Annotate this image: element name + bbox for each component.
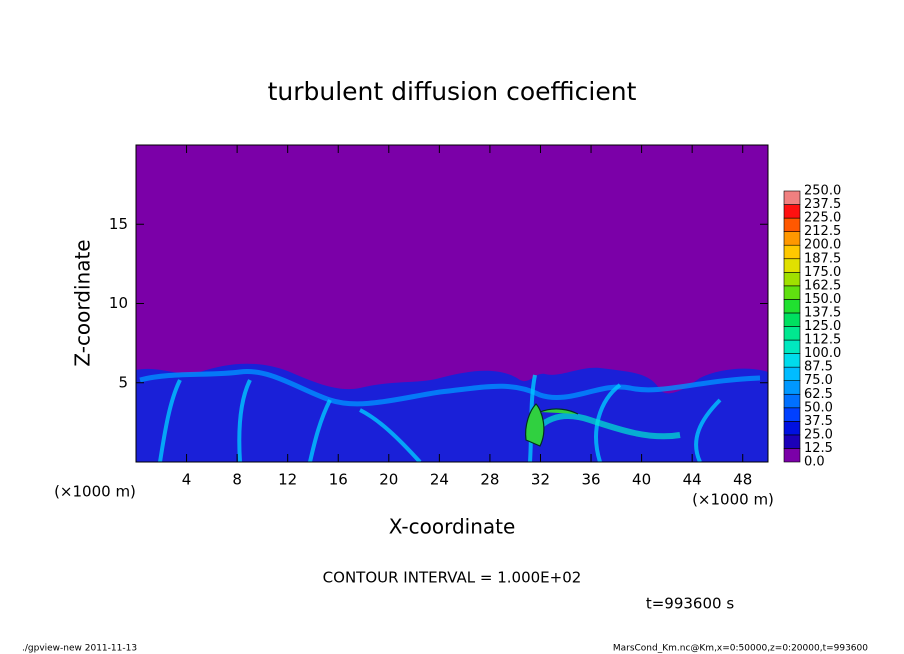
x-tick-label: 20 bbox=[379, 471, 398, 489]
colorbar-box bbox=[783, 312, 801, 327]
colorbar-label: 187.5 bbox=[804, 251, 841, 266]
colorbar-label: 100.0 bbox=[804, 346, 841, 361]
time-label: t=993600 s bbox=[646, 595, 734, 613]
x-tick-label: 4 bbox=[182, 471, 192, 489]
x-tick-label: 36 bbox=[581, 471, 600, 489]
colorbar-label: 162.5 bbox=[804, 278, 841, 293]
field bbox=[136, 145, 768, 462]
x-tick-label: 16 bbox=[329, 471, 348, 489]
colorbar-box bbox=[783, 271, 801, 287]
colorbar-label: 75.0 bbox=[804, 373, 833, 388]
colorbar-label: 200.0 bbox=[804, 238, 841, 253]
footer-right: MarsCond_Km.nc@Km,x=0:50000,z=0:20000,t=… bbox=[613, 644, 868, 654]
footer-left: ./gpview-new 2011-11-13 bbox=[22, 644, 137, 654]
x-tick-label: 12 bbox=[278, 471, 297, 489]
x-tick-label: 24 bbox=[430, 471, 449, 489]
colorbar-label: 87.5 bbox=[804, 360, 833, 375]
x-tick-label: 48 bbox=[733, 471, 752, 489]
colorbar-box bbox=[783, 258, 801, 273]
colorbar-label: 50.0 bbox=[804, 400, 833, 415]
y-axis-unit: (×1000 m) bbox=[54, 483, 136, 501]
x-axis-label: X-coordinate bbox=[389, 515, 516, 539]
x-tick-label: 40 bbox=[632, 471, 651, 489]
colorbar-label: 0.0 bbox=[804, 455, 825, 470]
chart-title: turbulent diffusion coefficient bbox=[268, 77, 637, 106]
colorbar-box bbox=[783, 217, 801, 232]
colorbar-label: 25.0 bbox=[804, 427, 833, 442]
colorbar-box bbox=[783, 285, 801, 300]
colorbar-box bbox=[783, 421, 801, 436]
colorbar-label: 62.5 bbox=[804, 387, 833, 402]
colorbar-box bbox=[783, 244, 801, 260]
colorbar-box bbox=[783, 353, 801, 368]
colorbar-box bbox=[783, 366, 801, 381]
colorbar-box bbox=[783, 190, 801, 205]
colorbar-box bbox=[783, 407, 801, 422]
y-tick-label: 15 bbox=[109, 215, 128, 233]
colorbar-box bbox=[783, 339, 801, 354]
colorbar-box bbox=[783, 204, 801, 219]
colorbar-label: 237.5 bbox=[804, 197, 841, 212]
colorbar-label: 137.5 bbox=[804, 305, 841, 320]
colorbar-label: 12.5 bbox=[804, 441, 833, 456]
x-tick-label: 32 bbox=[531, 471, 550, 489]
colorbar-label: 150.0 bbox=[804, 292, 841, 307]
colorbar-label: 37.5 bbox=[804, 414, 833, 429]
y-tick-label: 5 bbox=[118, 373, 128, 391]
colorbar-label: 250.0 bbox=[804, 184, 841, 199]
y-axis-label: Z-coordinate bbox=[71, 239, 95, 366]
colorbar-box bbox=[783, 299, 801, 314]
colorbar-box bbox=[783, 393, 801, 409]
x-tick-label: 44 bbox=[683, 471, 702, 489]
x-tick-label: 8 bbox=[232, 471, 242, 489]
colorbar-label: 175.0 bbox=[804, 265, 841, 280]
colorbar-box bbox=[783, 231, 801, 246]
colorbar-box bbox=[783, 380, 801, 395]
x-axis-unit: (×1000 m) bbox=[692, 491, 774, 509]
colorbar-label: 212.5 bbox=[804, 224, 841, 239]
colorbar-box bbox=[783, 434, 801, 449]
x-tick-label: 28 bbox=[480, 471, 499, 489]
colorbar-box bbox=[783, 326, 801, 341]
high-contour bbox=[525, 403, 579, 447]
y-tick-label: 10 bbox=[109, 294, 128, 312]
colorbar-label: 225.0 bbox=[804, 211, 841, 226]
colorbar-box bbox=[783, 448, 801, 463]
colorbar-label: 125.0 bbox=[804, 319, 841, 334]
streak bbox=[139, 369, 761, 407]
colorbar-label: 112.5 bbox=[804, 333, 841, 348]
annotation: CONTOUR INTERVAL = 1.000E+02 bbox=[323, 569, 582, 587]
